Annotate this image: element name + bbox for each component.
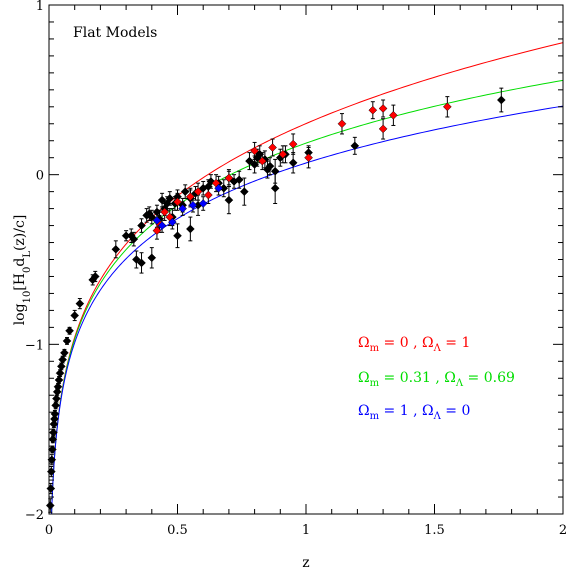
data-point-1-2 (160, 207, 170, 217)
x-tick-label: 0 (45, 523, 53, 538)
data-point-0-57 (255, 149, 265, 159)
data-point-1-12 (268, 143, 277, 152)
data-point-1-6 (193, 187, 203, 196)
data-point-2-4 (188, 200, 198, 210)
data-point-0-10 (51, 401, 61, 410)
data-point-1-20 (389, 110, 398, 120)
data-point-1-10 (250, 146, 259, 156)
data-point-0-24 (90, 272, 100, 281)
data-point-0-22 (75, 299, 85, 308)
data-point-0-60 (265, 161, 275, 171)
y-tick-label: 0 (36, 169, 44, 184)
legend-model-concordance: Ωm = 0.31 , ΩΛ = 0.69 (358, 370, 515, 389)
data-points (45, 95, 506, 510)
data-point-0-71 (173, 231, 182, 241)
data-point-2-2 (168, 217, 177, 227)
x-tick-label: 1 (302, 523, 310, 538)
x-tick-label: 0.5 (167, 523, 188, 538)
data-point-0-17 (58, 355, 67, 364)
y-tick-label: −1 (25, 338, 44, 353)
data-point-0-70 (147, 253, 157, 263)
data-point-0-33 (152, 207, 162, 217)
data-point-1-14 (288, 139, 298, 149)
data-point-0-20 (65, 326, 74, 336)
data-point-0-76 (270, 183, 280, 193)
legend-model-einstein-de-sitter: Ωm = 1 , ΩΛ = 0 (358, 403, 470, 422)
data-point-0-16 (56, 362, 66, 371)
data-point-2-0 (152, 216, 162, 225)
data-point-0-53 (234, 175, 244, 185)
chart-title: Flat Models (73, 25, 157, 41)
data-point-1-4 (173, 197, 182, 207)
data-point-0-19 (62, 336, 72, 346)
data-point-2-6 (214, 183, 223, 193)
data-point-1-21 (442, 102, 452, 112)
data-point-1-9 (224, 173, 234, 183)
data-point-1-11 (257, 156, 267, 166)
data-point-0-8 (50, 414, 59, 424)
data-point-1-16 (337, 119, 347, 129)
data-point-0-28 (129, 234, 139, 244)
data-point-0-32 (147, 212, 157, 222)
data-point-0-75 (239, 187, 249, 196)
data-point-0-61 (270, 166, 280, 176)
data-point-0-55 (250, 160, 259, 169)
data-point-2-5 (198, 199, 208, 208)
tick-labels: 0 0.5 1 1.5 2 −2 −1 0 1 (25, 0, 567, 538)
data-point-1-15 (304, 153, 313, 163)
data-point-1-18 (378, 104, 388, 113)
legend-model-empty: Ωm = 0 , ΩΛ = 1 (358, 335, 470, 354)
data-point-0-14 (54, 375, 64, 385)
data-point-0-64 (288, 158, 298, 168)
data-point-1-13 (278, 149, 288, 159)
data-point-0-68 (132, 255, 141, 264)
data-point-0-6 (49, 428, 58, 437)
data-point-2-1 (157, 221, 167, 230)
data-point-0-15 (55, 368, 65, 378)
data-point-0-11 (52, 394, 61, 403)
data-point-0-67 (496, 95, 506, 105)
data-point-0-66 (350, 141, 360, 151)
data-point-0-13 (53, 382, 63, 392)
data-point-0-74 (224, 195, 234, 205)
data-point-0-35 (157, 195, 167, 205)
x-axis-label: z (302, 555, 309, 570)
y-tick-label: −2 (25, 508, 44, 523)
data-point-0-72 (185, 224, 195, 234)
data-point-1-5 (185, 192, 195, 202)
data-point-0-7 (49, 419, 59, 429)
data-point-0-25 (111, 244, 121, 254)
data-point-2-3 (178, 204, 187, 213)
x-tick-label: 1.5 (424, 523, 445, 538)
data-point-0-54 (245, 156, 254, 166)
data-point-0-38 (165, 194, 175, 203)
data-point-1-19 (378, 124, 388, 134)
data-point-0-21 (70, 311, 80, 320)
data-point-1-7 (203, 190, 213, 200)
data-point-0-4 (47, 445, 57, 454)
data-point-1-0 (152, 226, 162, 236)
y-tick-label: 1 (36, 0, 44, 14)
data-point-0-43 (180, 187, 190, 196)
data-point-0-18 (60, 348, 69, 358)
data-point-0-0 (45, 501, 55, 510)
axis-ticks (48, 4, 564, 515)
data-point-0-5 (48, 434, 58, 444)
data-point-1-17 (368, 105, 378, 115)
y-axis-label: log10[H0dL(z)/c] (12, 215, 33, 326)
x-tick-label: 2 (559, 523, 567, 538)
data-point-0-29 (137, 221, 146, 230)
data-point-0-69 (137, 258, 146, 268)
